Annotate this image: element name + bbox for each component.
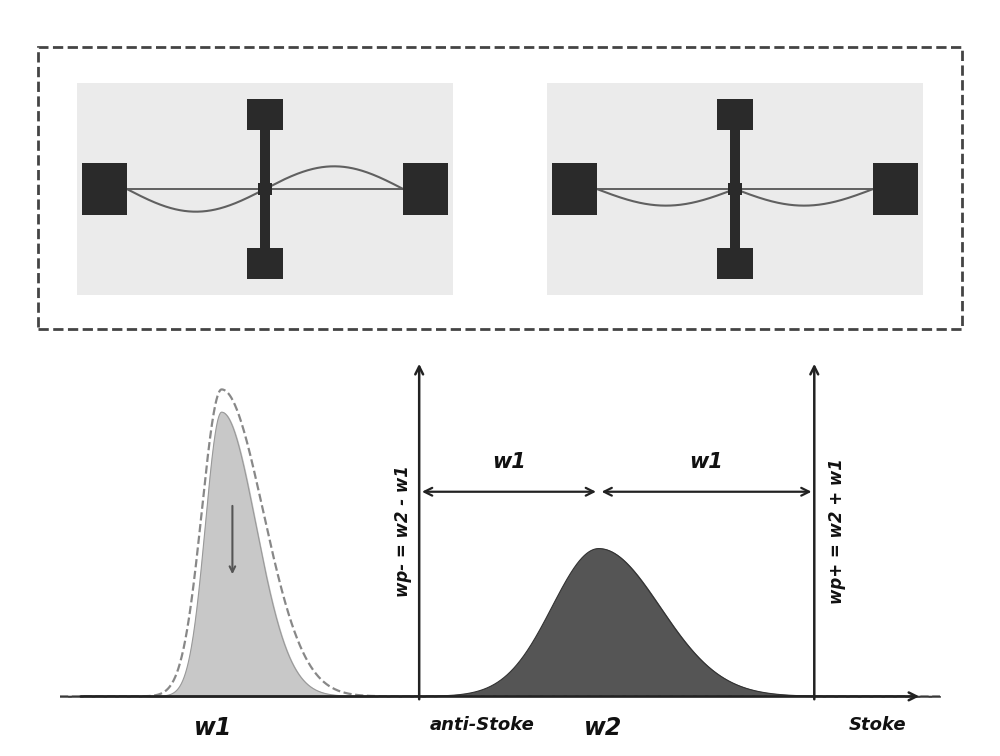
Bar	[77, 83, 453, 295]
Text: w1: w1	[492, 452, 526, 472]
Bar	[552, 163, 597, 215]
Bar	[728, 183, 742, 194]
Text: w1: w1	[193, 716, 232, 740]
Text: wp- = w2 - w1: wp- = w2 - w1	[394, 466, 412, 597]
Bar	[717, 248, 753, 280]
Bar	[717, 99, 753, 130]
Bar	[247, 248, 283, 280]
Text: Stoke: Stoke	[848, 716, 906, 734]
Text: anti-Stoke: anti-Stoke	[430, 716, 534, 734]
Text: wp+ = w2 + w1: wp+ = w2 + w1	[828, 459, 846, 605]
Text: w2: w2	[584, 716, 622, 740]
Bar	[258, 183, 272, 194]
Bar	[730, 127, 740, 251]
Text: w1: w1	[690, 452, 723, 472]
Bar	[247, 99, 283, 130]
Bar	[403, 163, 448, 215]
Bar	[547, 83, 923, 295]
Bar	[82, 163, 127, 215]
Bar	[873, 163, 918, 215]
Bar	[260, 127, 270, 251]
